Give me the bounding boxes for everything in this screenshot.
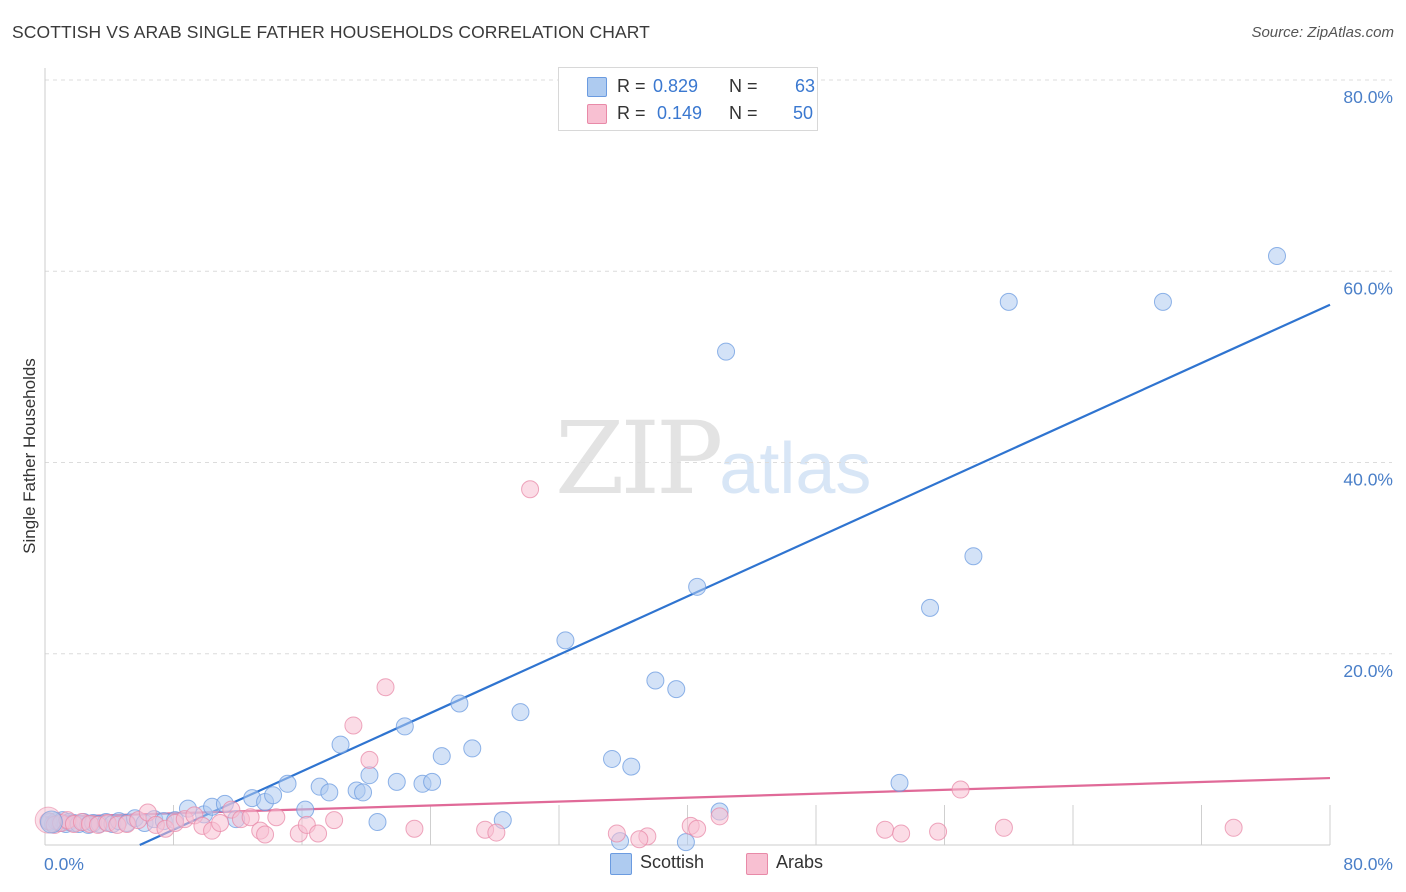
- scottish-point: [463, 739, 482, 758]
- tick-labels: 20.0% 40.0% 60.0% 80.0% 0.0% 80.0%: [44, 87, 1393, 874]
- watermark: ZIPatlas: [555, 400, 871, 517]
- scottish-point: [39, 810, 63, 834]
- scottish-point: [387, 772, 406, 791]
- scottish-point: [368, 813, 387, 832]
- scottish-point: [1267, 246, 1286, 265]
- scottish-point: [603, 749, 622, 768]
- scottish-point: [320, 783, 339, 802]
- arabs-point: [688, 819, 707, 838]
- scottish-point: [511, 703, 530, 722]
- legend-r-value: 0.829: [653, 76, 699, 96]
- bottom-legend-swatch-arabs: [746, 853, 768, 875]
- arabs-point: [241, 808, 260, 827]
- watermark-zip: ZIP: [555, 400, 723, 517]
- legend: R = 0.829 N = 63 R = 0.149 N = 50: [558, 67, 818, 131]
- arabs-point: [892, 824, 911, 843]
- scottish-point: [921, 598, 940, 617]
- y-axis-label: Single Father Households: [20, 358, 39, 554]
- scottish-point: [676, 833, 695, 852]
- scottish-point: [688, 577, 707, 596]
- arabs-point: [521, 480, 540, 499]
- arabs-point: [256, 825, 275, 844]
- y-tick-label: 80.0%: [1343, 87, 1393, 107]
- scottish-point: [296, 800, 315, 819]
- arabs-point: [929, 822, 948, 841]
- arabs-point: [376, 678, 395, 697]
- legend-n-label: N =: [729, 103, 758, 123]
- arabs-point: [211, 814, 230, 833]
- watermark-atlas: atlas: [719, 429, 872, 509]
- scottish-point: [354, 783, 373, 802]
- chart-title: SCOTTISH VS ARAB SINGLE FATHER HOUSEHOLD…: [12, 22, 650, 42]
- arabs-point: [1224, 818, 1243, 837]
- scottish-point: [432, 747, 451, 766]
- y-tick-label: 40.0%: [1343, 470, 1393, 490]
- legend-n-value: 50: [793, 103, 814, 123]
- axes: [44, 68, 1330, 846]
- scottish-point: [667, 680, 686, 699]
- arabs-trend-line: [44, 776, 1331, 819]
- scottish-point: [964, 547, 983, 566]
- arabs-point: [325, 811, 344, 830]
- scottish-point: [646, 671, 665, 690]
- legend-swatch-arabs: [587, 104, 607, 124]
- arabs-point: [267, 808, 286, 827]
- arabs-point: [630, 830, 649, 849]
- arabs-point: [951, 780, 970, 799]
- arabs-point: [994, 818, 1013, 837]
- grid: [44, 79, 1392, 845]
- scottish-trend-line: [139, 303, 1331, 847]
- scottish-point: [999, 292, 1018, 311]
- scottish-point: [360, 766, 379, 785]
- legend-r-value: 0.149: [657, 103, 703, 123]
- x-tick-label: 0.0%: [44, 854, 84, 874]
- y-tick-label: 20.0%: [1343, 661, 1393, 681]
- scottish-point: [1153, 292, 1172, 311]
- x-tick-label: 80.0%: [1343, 854, 1393, 874]
- arabs-point: [360, 750, 379, 769]
- legend-r-label: R =: [617, 76, 646, 96]
- scottish-point: [395, 717, 414, 736]
- scottish-point: [556, 631, 575, 650]
- scottish-point: [890, 773, 909, 792]
- arabs-point: [487, 823, 506, 842]
- scottish-point: [622, 757, 641, 776]
- bottom-legend-swatch-scottish: [610, 853, 632, 875]
- arabs-point: [309, 824, 328, 843]
- data-points: [34, 246, 1286, 852]
- arabs-point: [607, 824, 626, 843]
- trend-lines: [44, 303, 1331, 847]
- source-label: Source: ZipAtlas.com: [1251, 24, 1394, 41]
- bottom-legend-label: Arabs: [776, 852, 824, 872]
- y-tick-label: 60.0%: [1343, 278, 1393, 298]
- scottish-point: [264, 786, 283, 805]
- arabs-point: [876, 820, 895, 839]
- arabs-point: [710, 807, 729, 826]
- legend-n-label: N =: [729, 76, 758, 96]
- scottish-point: [278, 774, 297, 793]
- scottish-point: [331, 735, 350, 754]
- arabs-point: [405, 819, 424, 838]
- legend-swatch-scottish: [587, 77, 607, 97]
- scottish-point: [450, 694, 469, 713]
- legend-r-label: R =: [617, 103, 646, 123]
- bottom-legend-label: Scottish: [640, 852, 705, 872]
- scottish-point: [717, 342, 736, 361]
- legend-n-value: 63: [795, 76, 816, 96]
- arabs-point: [344, 716, 363, 735]
- scottish-point: [423, 772, 442, 791]
